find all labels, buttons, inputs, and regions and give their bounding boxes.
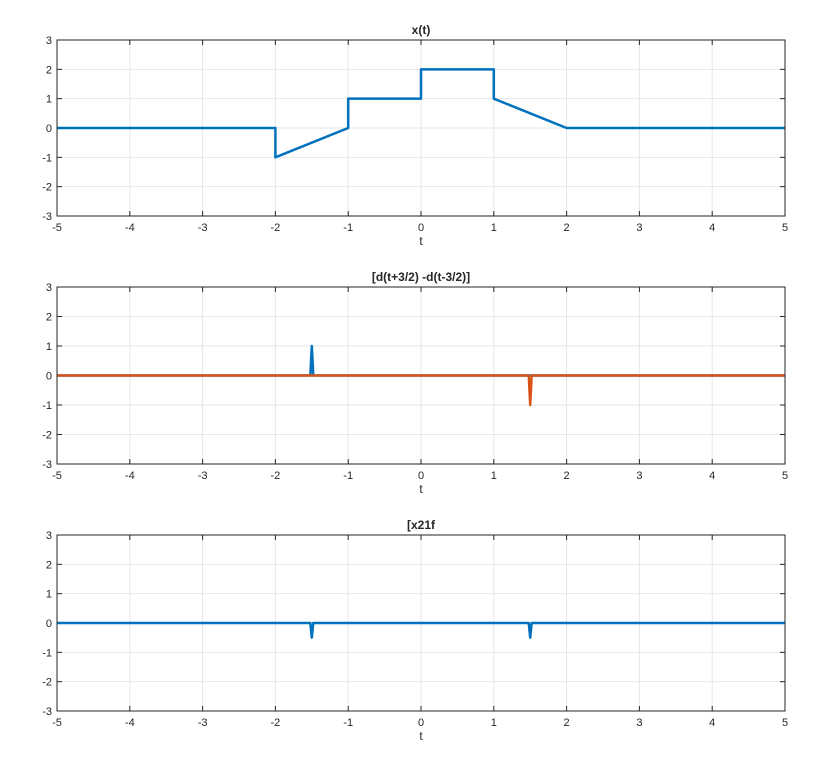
y-tick-label: 1 [46,94,52,106]
x-tick-label: -2 [271,470,281,482]
x-tick-label: -2 [271,222,281,234]
chart-title: x(t) [412,23,431,37]
x-tick-label: -4 [125,717,135,729]
x-tick-label: 1 [491,717,497,729]
x-tick-label: -1 [343,470,353,482]
x-tick-label: -5 [52,222,62,234]
y-tick-label: -1 [42,152,52,164]
y-tick-label: -2 [42,677,52,689]
x-tick-label: -2 [271,717,281,729]
y-tick-label: -1 [42,647,52,659]
y-tick-label: -3 [42,211,52,223]
subplot-2: -5 -4 -3 -2 -1 0 1 2 3 4 5 3 2 1 0 -1 -2 -3 [d(t+3/2) -d(t… [42,270,788,496]
series-line-2 [57,374,785,407]
x-tick-label: 5 [782,470,788,482]
chart-title: [d(t+3/2) -d(t-3/2)] [372,270,470,284]
y-tick-label: 3 [46,282,52,294]
y-tick-label: -2 [42,430,52,442]
x-axis-label: t [419,482,423,496]
x-tick-label: -4 [125,470,135,482]
x-tick-label: 2 [564,470,570,482]
series-line-1 [57,621,785,639]
x-axis-label: t [419,729,423,743]
x-tick-label: -5 [52,717,62,729]
x-axis-label: t [419,234,423,248]
x-tick-label: 2 [564,222,570,234]
series-line-1 [57,68,785,159]
x-tick-label: 0 [418,222,424,234]
y-tick-label: 2 [46,64,52,76]
y-tick-label: 0 [46,123,52,135]
x-tick-label: 0 [418,470,424,482]
y-tick-label: 1 [46,341,52,353]
x-tick-label: -5 [52,470,62,482]
x-tick-label: -3 [198,717,208,729]
x-tick-label: -1 [343,222,353,234]
x-tick-label: 1 [491,222,497,234]
y-tick-label: 0 [46,371,52,383]
x-tick-label: 3 [636,717,642,729]
x-tick-label: -3 [198,470,208,482]
subplot-1: -5 -4 -3 -2 -1 0 1 2 3 4 5 3 2 1 0 -1 -2 -3 x(t) t [42,23,788,248]
axes-box [56,39,786,217]
y-tick-label: 3 [46,35,52,47]
x-tick-label: 0 [418,717,424,729]
x-tick-label: -4 [125,222,135,234]
x-tick-label: 1 [491,470,497,482]
x-tick-label: 5 [782,222,788,234]
y-tick-label: -3 [42,706,52,718]
y-tick-label: -2 [42,182,52,194]
x-tick-label: 3 [636,470,642,482]
y-tick-label: 2 [46,312,52,324]
y-tick-label: 2 [46,559,52,571]
x-tick-label: 4 [709,717,715,729]
y-tick-label: -3 [42,459,52,471]
x-tick-label: 4 [709,222,715,234]
axes-box [56,534,786,712]
axes-box [56,286,786,465]
y-tick-label: -1 [42,400,52,412]
x-tick-label: 2 [564,717,570,729]
chart-title: [x21f [407,518,436,532]
x-tick-label: -1 [343,717,353,729]
x-tick-label: 4 [709,470,715,482]
x-tick-label: 3 [636,222,642,234]
y-tick-label: 3 [46,530,52,542]
x-tick-label: 5 [782,717,788,729]
y-tick-label: 0 [46,618,52,630]
y-tick-label: 1 [46,589,52,601]
subplot-3: -5 -4 -3 -2 -1 0 1 2 3 4 5 3 2 1 0 -1 -2 -3 [x21f t [42,518,788,743]
x-tick-label: -3 [198,222,208,234]
